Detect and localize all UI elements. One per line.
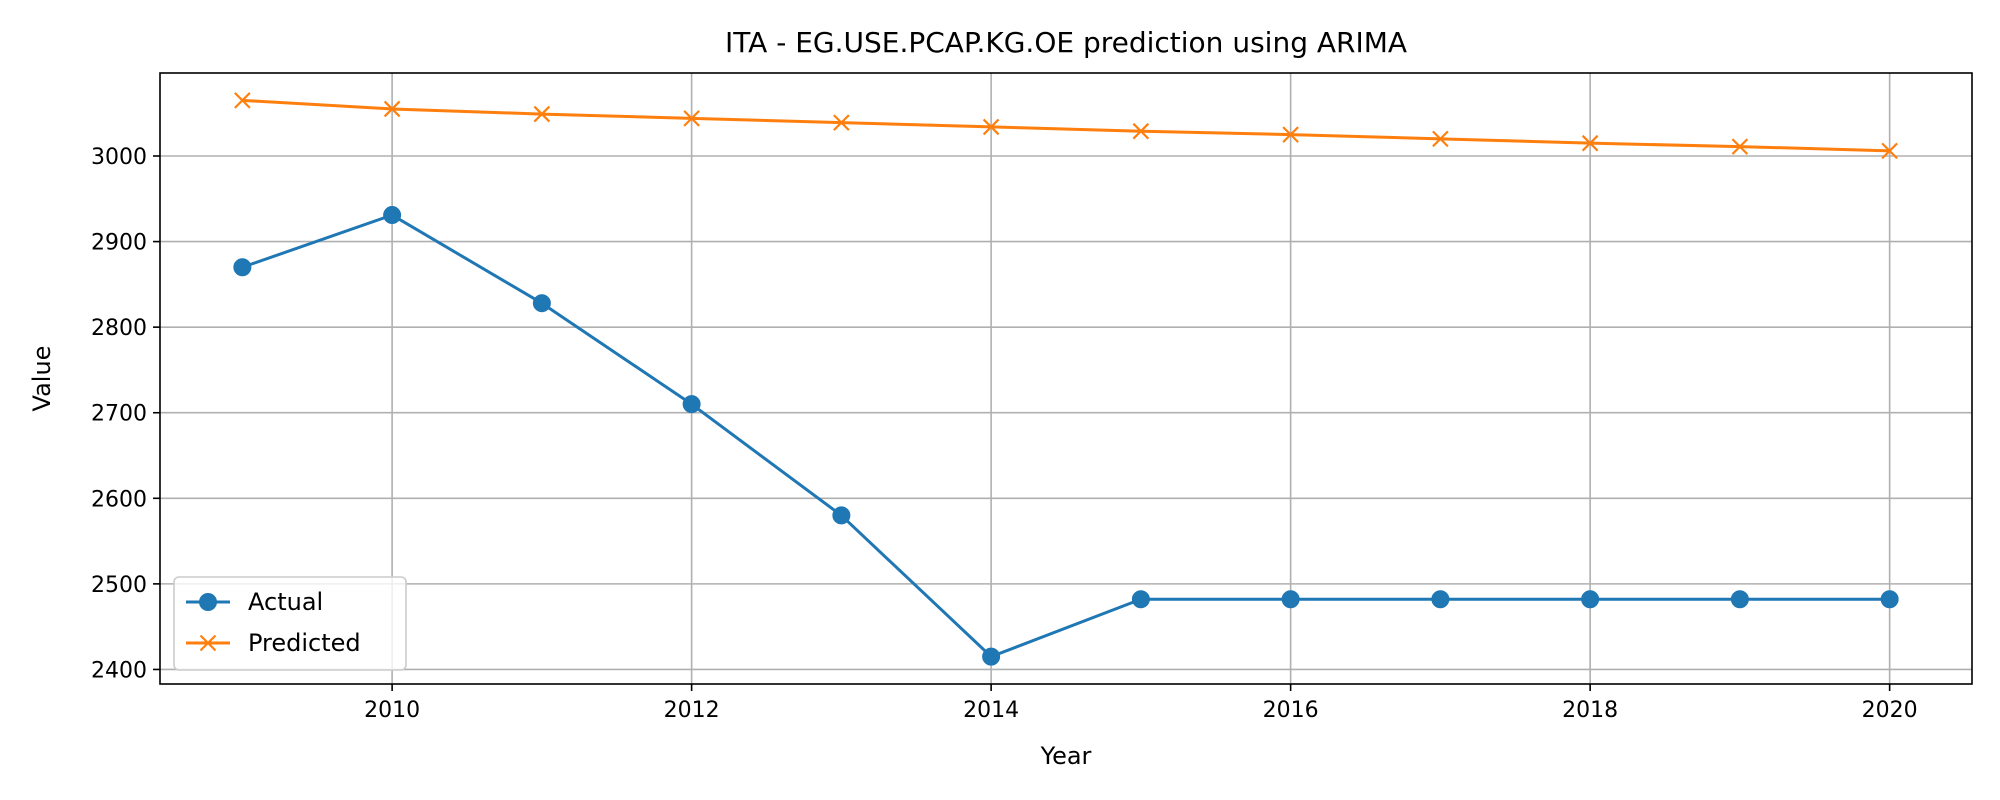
legend-predicted-marker <box>199 634 217 652</box>
actual-point <box>982 647 1001 666</box>
x-tick-label: 2018 <box>1562 698 1618 723</box>
actual-point <box>832 506 851 525</box>
predicted-point <box>383 100 401 118</box>
actual-line <box>241 213 1890 659</box>
predicted-point <box>1581 134 1599 152</box>
actual-point <box>1431 590 1450 609</box>
predicted-point <box>1432 130 1449 148</box>
actual-point <box>682 395 701 414</box>
y-tick-label: 2500 <box>91 573 147 598</box>
x-marker-stroke <box>1132 122 1150 140</box>
legend-actual-marker <box>199 593 217 611</box>
x-tick-label: 2016 <box>1263 698 1319 723</box>
predicted-series <box>234 92 1898 160</box>
predicted-point <box>1731 138 1749 155</box>
chart-title: ITA - EG.USE.PCAP.KG.OE prediction using… <box>725 26 1407 59</box>
legend-box <box>173 576 407 671</box>
y-axis-title: Value <box>28 346 56 412</box>
grid-layer <box>160 73 1972 684</box>
predicted-line <box>242 98 1890 153</box>
predicted-point <box>1881 142 1898 160</box>
tick-layer: 2010 2012 2014 2016 2018 2020 2400 2500 2600 2700… <box>91 145 1918 723</box>
x-tick-label: 2020 <box>1862 698 1918 723</box>
x-marker-stroke <box>1881 142 1898 160</box>
x-tick-label: 2010 <box>364 698 420 723</box>
x-marker-stroke <box>1731 138 1749 155</box>
predicted-point <box>833 114 850 131</box>
predicted-point <box>1132 122 1150 140</box>
x-marker-stroke <box>383 100 401 118</box>
actual-point <box>1131 590 1150 609</box>
actual-point <box>1880 590 1899 609</box>
predicted-point <box>1282 126 1299 143</box>
y-tick-label: 2800 <box>91 316 147 341</box>
actual-point <box>1730 590 1749 609</box>
x-marker-stroke <box>1282 126 1299 143</box>
x-marker-stroke <box>533 105 551 123</box>
legend-actual-label: Actual <box>248 588 323 616</box>
x-axis-title: Year <box>1040 742 1092 770</box>
actual-point <box>1281 590 1300 609</box>
predicted-point <box>683 110 700 127</box>
y-tick-label: 3000 <box>91 145 147 170</box>
y-tick-label: 2400 <box>91 658 147 683</box>
plot-frame <box>159 72 1973 685</box>
predicted-point <box>982 118 1000 136</box>
x-marker-stroke <box>1581 134 1599 152</box>
predicted-point <box>234 92 251 109</box>
legend-predicted-label: Predicted <box>248 629 361 657</box>
y-tick-label: 2900 <box>91 231 147 256</box>
y-tick-label: 2700 <box>91 402 147 427</box>
actual-point <box>383 206 402 225</box>
x-tick-label: 2012 <box>664 698 720 723</box>
x-tick-label: 2014 <box>963 698 1019 723</box>
x-marker-stroke <box>234 92 251 109</box>
legend: Actual Predicted <box>173 576 407 671</box>
actual-point <box>532 294 551 313</box>
series-layer <box>233 92 1899 666</box>
x-marker-stroke <box>982 118 1000 136</box>
actual-point <box>233 258 252 277</box>
x-marker-stroke <box>833 114 850 131</box>
y-tick-label: 2600 <box>91 487 147 512</box>
predicted-point <box>533 105 551 123</box>
x-marker-stroke <box>1432 130 1449 148</box>
x-marker-stroke <box>683 110 700 127</box>
actual-series <box>233 206 1899 666</box>
x-marker-stroke <box>199 634 217 652</box>
actual-point <box>1581 590 1600 609</box>
